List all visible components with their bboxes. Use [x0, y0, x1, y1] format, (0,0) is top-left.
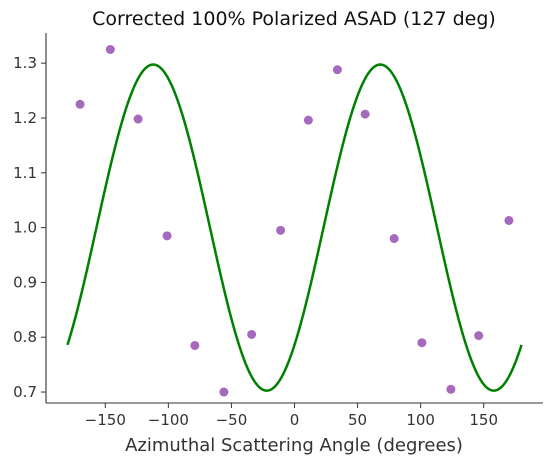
data-point [219, 387, 229, 397]
fit-curve-line [66, 63, 523, 392]
chart-title: Corrected 100% Polarized ASAD (127 deg) [92, 8, 496, 30]
x-tick-label: −50 [216, 411, 248, 429]
data-point [360, 109, 370, 119]
x-tick-label: 150 [469, 411, 498, 429]
data-point [446, 384, 456, 394]
data-point [332, 65, 342, 75]
x-axis-label: Azimuthal Scattering Angle (degrees) [125, 435, 463, 456]
y-tick-label: 0.9 [13, 273, 37, 291]
data-point [105, 44, 115, 54]
data-point [389, 234, 399, 244]
data-point [474, 331, 484, 341]
y-tick-label: 1.1 [13, 164, 37, 182]
data-point [133, 114, 143, 124]
y-tick-label: 1.0 [13, 219, 37, 237]
data-point [247, 329, 257, 339]
data-point [162, 231, 172, 241]
data-point [75, 99, 85, 109]
data-point [417, 338, 427, 348]
data-point [303, 115, 313, 125]
plot-area: 0.7 0.8 0.9 1.0 1.1 1.2 1.3 −150 −100 −50 0 50 100 15… [13, 33, 543, 429]
y-tick-label: 0.7 [13, 383, 37, 401]
x-tick-label: 50 [348, 411, 367, 429]
y-tick-label: 0.8 [13, 328, 37, 346]
data-point [504, 215, 514, 225]
y-tick-label: 1.2 [13, 109, 37, 127]
x-tick-label: 100 [406, 411, 435, 429]
y-tick-label: 1.3 [13, 54, 37, 72]
x-tick-label: −150 [85, 411, 126, 429]
data-point [276, 225, 286, 235]
data-point [190, 340, 200, 350]
x-tick-label: −100 [148, 411, 189, 429]
x-tick-label: 0 [290, 411, 300, 429]
